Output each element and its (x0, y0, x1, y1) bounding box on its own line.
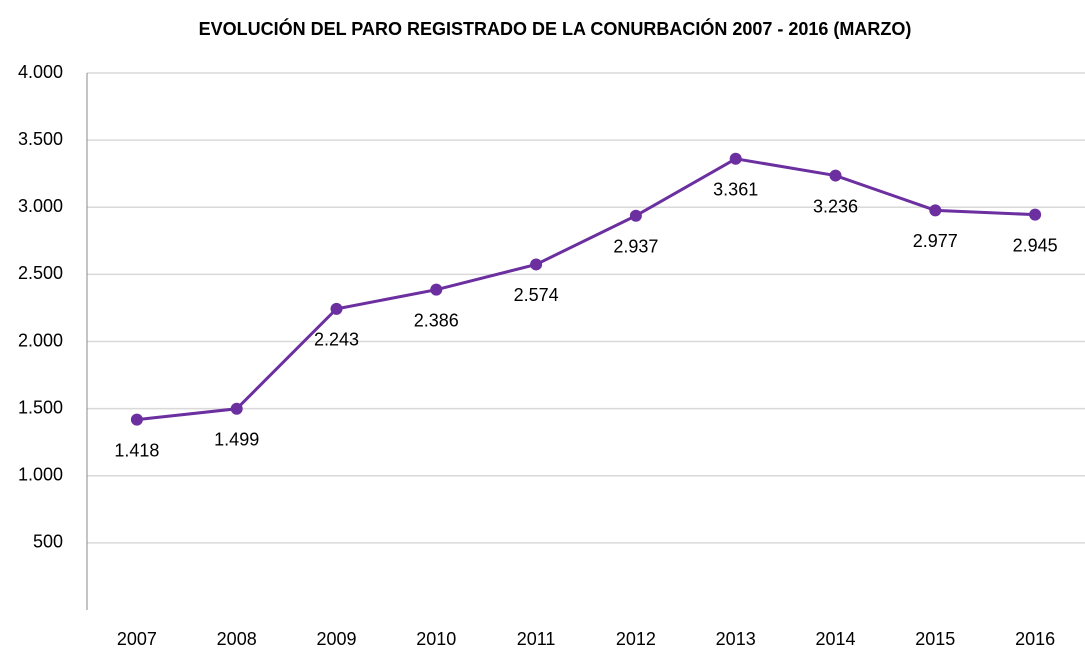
y-tick-label: 2.000 (18, 330, 63, 350)
data-point (1029, 208, 1042, 221)
data-label: 1.418 (114, 440, 159, 460)
data-point (729, 152, 742, 165)
data-label: 3.236 (813, 196, 858, 216)
series-line (136, 157, 1036, 422)
y-tick-label: 1.000 (18, 465, 63, 485)
y-tick-label: 3.000 (18, 196, 63, 216)
data-point (629, 209, 642, 222)
x-tick-label: 2007 (117, 629, 157, 649)
data-point (330, 302, 343, 315)
x-tick-label: 2009 (316, 629, 356, 649)
data-point (530, 258, 543, 271)
x-tick-label: 2012 (616, 629, 656, 649)
x-tick-label: 2008 (217, 629, 257, 649)
x-tick-label: 2014 (815, 629, 855, 649)
data-label: 2.386 (414, 310, 459, 330)
x-tick-label: 2013 (716, 629, 756, 649)
y-tick-label: 4.000 (18, 62, 63, 82)
y-tick-label: 1.500 (18, 397, 63, 417)
x-tick-label: 2011 (517, 629, 556, 649)
x-tick-label: 2015 (915, 629, 955, 649)
data-point (130, 413, 143, 426)
data-label: 2.945 (1013, 235, 1058, 255)
data-label: 3.361 (713, 180, 758, 200)
data-point (929, 204, 942, 217)
data-point (430, 283, 443, 296)
y-tick-label: 2.500 (18, 263, 63, 283)
y-tick-label: 3.500 (18, 129, 63, 149)
data-label: 2.243 (314, 330, 359, 350)
x-tick-label: 2016 (1015, 629, 1055, 649)
chart-title: EVOLUCIÓN DEL PARO REGISTRADO DE LA CONU… (199, 18, 912, 39)
data-label: 2.937 (613, 236, 658, 256)
data-label: 2.977 (913, 231, 958, 251)
data-point (230, 402, 243, 415)
y-tick-label: 500 (33, 532, 63, 552)
data-label: 1.499 (214, 430, 259, 450)
data-label: 2.574 (514, 285, 559, 305)
data-point (829, 169, 842, 182)
x-tick-label: 2010 (416, 629, 456, 649)
